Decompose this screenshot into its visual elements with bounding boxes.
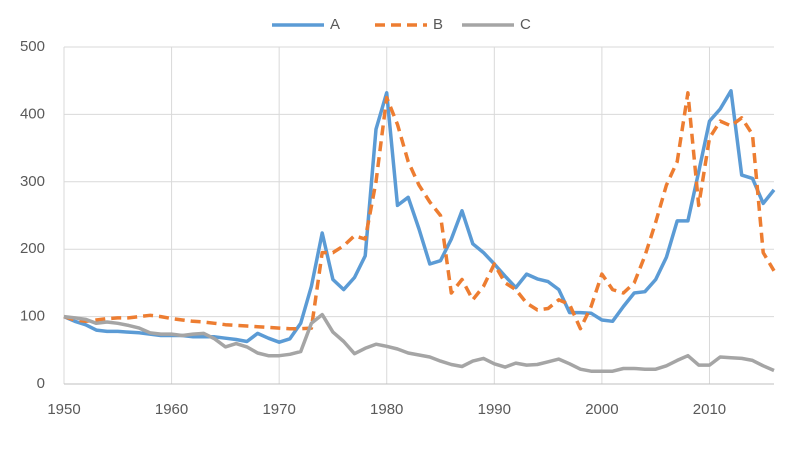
x-tick-label: 2000	[585, 401, 618, 418]
y-tick-label: 300	[20, 173, 45, 190]
y-tick-label: 100	[20, 308, 45, 325]
y-tick-label: 400	[20, 105, 45, 122]
x-tick-label: 1970	[262, 401, 295, 418]
legend-label: A	[330, 16, 340, 33]
series-line	[63, 89, 776, 344]
series-line	[63, 91, 776, 331]
y-tick-label: 500	[20, 38, 45, 55]
x-tick-label: 1960	[155, 401, 188, 418]
x-tick-label: 2010	[693, 401, 726, 418]
x-tick-label: 1950	[47, 401, 80, 418]
y-tick-label: 0	[37, 375, 45, 392]
series-line	[63, 312, 775, 373]
x-tick-label: 1980	[370, 401, 403, 418]
x-tick-label: 1990	[478, 401, 511, 418]
legend-label: B	[433, 16, 443, 33]
y-tick-label: 200	[20, 240, 45, 257]
legend-label: C	[520, 16, 531, 33]
